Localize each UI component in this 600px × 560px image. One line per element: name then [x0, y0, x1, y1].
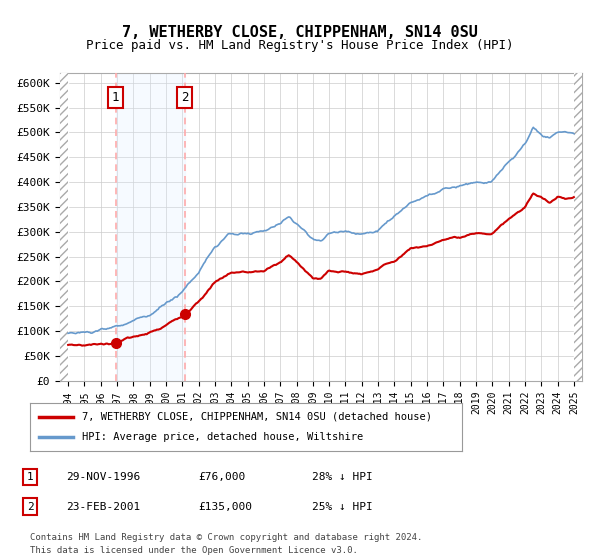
- Text: Contains HM Land Registry data © Crown copyright and database right 2024.: Contains HM Land Registry data © Crown c…: [30, 533, 422, 542]
- Bar: [574, 73, 582, 381]
- Bar: [116, 73, 185, 381]
- Text: 7, WETHERBY CLOSE, CHIPPENHAM, SN14 0SU (detached house): 7, WETHERBY CLOSE, CHIPPENHAM, SN14 0SU …: [82, 412, 432, 422]
- Text: £135,000: £135,000: [198, 502, 252, 512]
- Text: 1: 1: [112, 91, 119, 104]
- Text: 28% ↓ HPI: 28% ↓ HPI: [312, 472, 373, 482]
- Text: 7, WETHERBY CLOSE, CHIPPENHAM, SN14 0SU: 7, WETHERBY CLOSE, CHIPPENHAM, SN14 0SU: [122, 25, 478, 40]
- Text: 29-NOV-1996: 29-NOV-1996: [66, 472, 140, 482]
- Text: Price paid vs. HM Land Registry's House Price Index (HPI): Price paid vs. HM Land Registry's House …: [86, 39, 514, 52]
- Bar: [60, 73, 68, 381]
- Text: 2: 2: [181, 91, 188, 104]
- Text: 23-FEB-2001: 23-FEB-2001: [66, 502, 140, 512]
- Text: This data is licensed under the Open Government Licence v3.0.: This data is licensed under the Open Gov…: [30, 546, 358, 555]
- Text: 1: 1: [26, 472, 34, 482]
- Text: £76,000: £76,000: [198, 472, 245, 482]
- Text: 2: 2: [26, 502, 34, 512]
- Text: 25% ↓ HPI: 25% ↓ HPI: [312, 502, 373, 512]
- Text: HPI: Average price, detached house, Wiltshire: HPI: Average price, detached house, Wilt…: [82, 432, 363, 442]
